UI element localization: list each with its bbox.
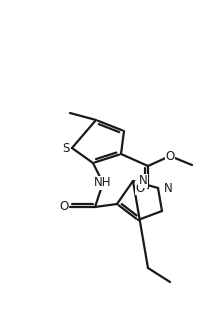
Text: NH: NH — [94, 176, 112, 189]
Text: S: S — [62, 141, 70, 154]
Text: O: O — [165, 150, 175, 162]
Text: O: O — [59, 201, 69, 214]
Text: N: N — [164, 181, 173, 194]
Text: O: O — [135, 181, 145, 194]
Text: N: N — [139, 175, 148, 188]
